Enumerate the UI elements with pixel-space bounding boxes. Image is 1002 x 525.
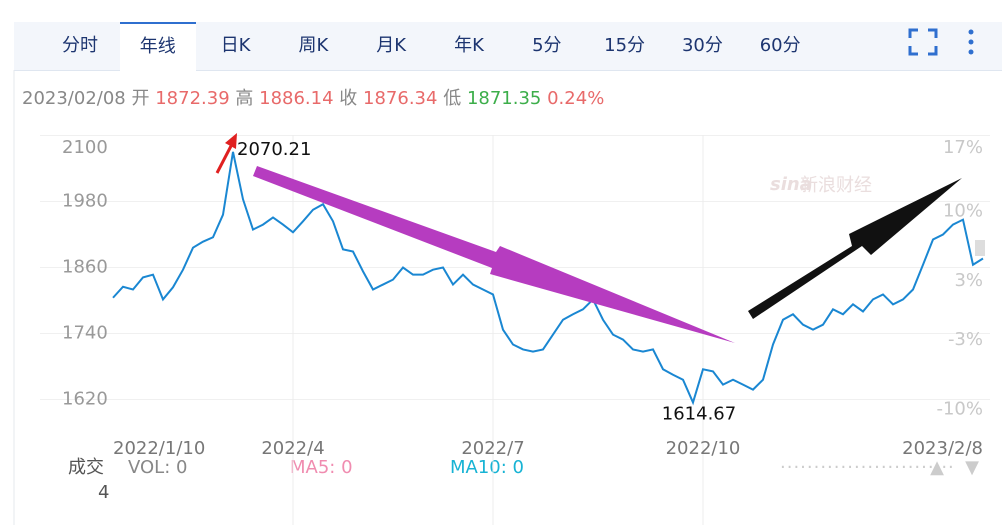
- tab[interactable]: 年线: [119, 22, 196, 71]
- ma10: MA10: 0: [450, 457, 524, 478]
- x-tick-label: 2022/4: [261, 438, 324, 459]
- tab[interactable]: 年K: [454, 35, 484, 56]
- y-tick-label: 1860: [62, 257, 108, 278]
- y-tick-label: 1980: [62, 191, 108, 212]
- data-label: 2070.21: [237, 139, 311, 160]
- y-tick-label: 1740: [62, 323, 108, 344]
- tab[interactable]: 15分: [604, 35, 646, 56]
- price-line: [112, 151, 984, 406]
- data-label: 1614.67: [662, 403, 736, 424]
- label: 低: [443, 88, 462, 109]
- close: 1876.34: [363, 88, 438, 109]
- label: 高: [235, 88, 254, 109]
- x-tick-label: 2022/10: [666, 438, 741, 459]
- change: 0.24%: [547, 88, 605, 109]
- tab[interactable]: 周K: [298, 35, 329, 56]
- scroll-dots: ··························: [780, 457, 955, 478]
- y-tick-label: 2100: [62, 137, 108, 158]
- tab[interactable]: 分时: [62, 35, 98, 56]
- purple-arrow: [253, 166, 735, 343]
- red-arrow: [215, 145, 233, 174]
- tab[interactable]: 60分: [759, 35, 801, 56]
- y2-tick-label: 10%: [943, 200, 983, 221]
- open: 1872.39: [155, 88, 230, 109]
- x-tick-label: 2023/2/8: [902, 438, 983, 459]
- quote-line: 2023/02/08 开 1872.39 高 1886.14 收 1876.34…: [22, 84, 604, 110]
- x-tick-label: 2022/7: [461, 438, 524, 459]
- y2-tick-label: 17%: [943, 137, 983, 158]
- red-arrow-head: [225, 133, 237, 149]
- y-tick-label: 1620: [62, 389, 108, 410]
- volume-label: 成交: [68, 457, 104, 478]
- tab[interactable]: 日K: [220, 35, 251, 56]
- label: 收: [339, 88, 358, 109]
- vol: VOL: 0: [128, 457, 187, 478]
- ma5: MA5: 0: [290, 457, 353, 478]
- annotations: [215, 133, 962, 343]
- watermark-name: 新浪财经: [800, 175, 872, 196]
- date: 2023/02/08: [22, 88, 126, 109]
- label: 开: [131, 88, 150, 109]
- y2-tick-label: -3%: [948, 329, 983, 350]
- y2-tick-label: 3%: [954, 270, 983, 291]
- watermark-logo: sina: [770, 174, 812, 195]
- tab[interactable]: 月K: [376, 35, 407, 56]
- low: 1871.35: [466, 88, 542, 109]
- y2-tick-label: -10%: [936, 398, 983, 419]
- up-button: ▲: [930, 457, 944, 478]
- high: 1886.14: [259, 88, 334, 109]
- black-arrow: [748, 178, 962, 319]
- tab-bar: 分时 年线 日K 周K 月K 年K 5分 15分 30分 60分: [14, 22, 1002, 71]
- tab[interactable]: 5分: [532, 35, 562, 56]
- down-button: ▼: [965, 457, 979, 478]
- tab[interactable]: 30分: [681, 35, 723, 56]
- x-tick-label: 2022/1/10: [113, 438, 205, 459]
- scroll-handle: [975, 240, 985, 256]
- volume-scale: 4: [98, 482, 109, 503]
